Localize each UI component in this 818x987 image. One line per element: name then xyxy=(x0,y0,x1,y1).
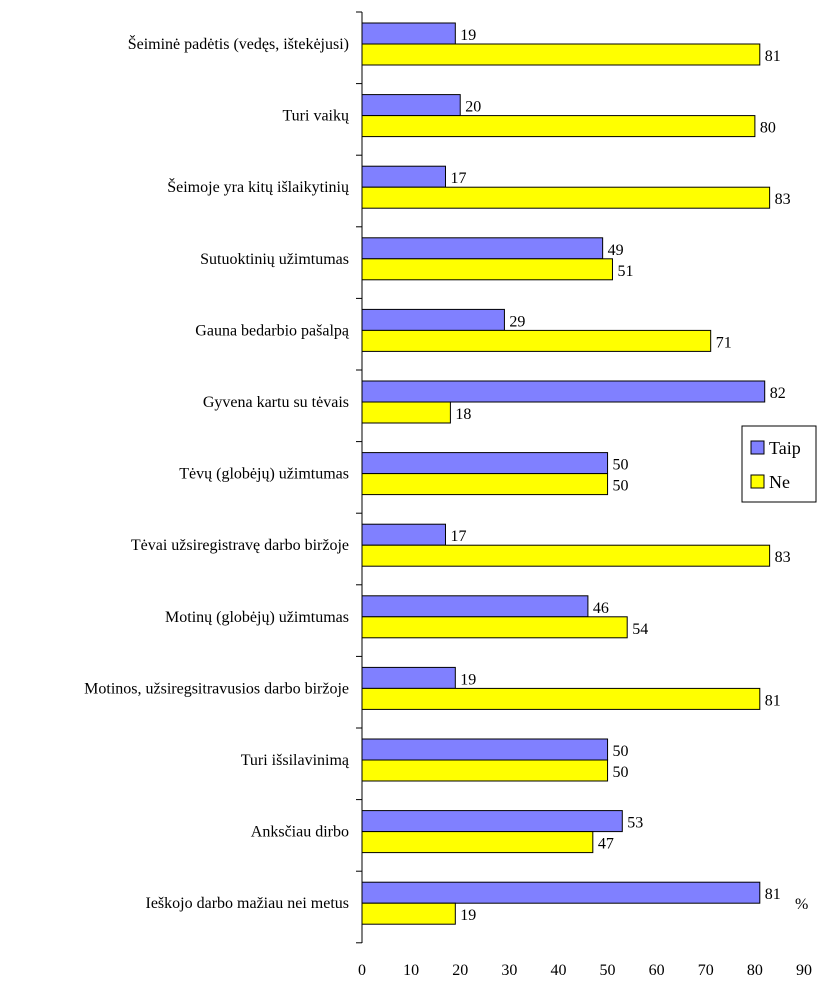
value-labels: 19 81 20 80 17 83 49 51 29 71 82 18 50 50 17 83 46 54 19 81… xyxy=(450,27,790,924)
bar-ne xyxy=(361,902,456,925)
value-label: 20 xyxy=(465,99,481,116)
x-tick-label: 80 xyxy=(747,962,763,979)
x-tick-label: 20 xyxy=(452,962,468,979)
category-labels: Šeiminė padėtis (vedęs, ištekėjusi) Turi … xyxy=(84,34,350,912)
category-label: Gauna bedarbio pašalpą xyxy=(195,322,350,339)
bar-ne xyxy=(361,687,761,710)
bar-ne xyxy=(361,186,771,209)
value-label: 17 xyxy=(450,170,466,187)
bar-ne xyxy=(361,831,594,854)
value-label: 51 xyxy=(617,263,633,280)
bar-taip xyxy=(361,380,766,403)
x-tick-label: 40 xyxy=(550,962,566,979)
value-label: 81 xyxy=(765,692,781,709)
category-label: Turi išsilavinimą xyxy=(241,752,350,769)
value-label: 83 xyxy=(775,549,791,566)
value-label: 81 xyxy=(765,48,781,65)
legend-box xyxy=(741,425,817,503)
legend-swatch-ne xyxy=(750,474,765,489)
x-tick-label: 0 xyxy=(358,962,366,979)
value-label: 54 xyxy=(632,621,648,638)
value-label: 50 xyxy=(613,478,629,495)
bar-ne xyxy=(361,473,609,496)
value-label: 83 xyxy=(775,191,791,208)
value-label: 50 xyxy=(613,764,629,781)
value-label: 47 xyxy=(598,836,614,853)
bar-ne xyxy=(361,329,712,352)
bar-ne xyxy=(361,115,756,138)
bar-taip xyxy=(361,881,761,904)
bar-taip xyxy=(361,595,589,618)
value-label: 46 xyxy=(593,600,609,617)
x-tick-label: 10 xyxy=(403,962,419,979)
legend-label-ne: Ne xyxy=(769,472,790,492)
legend-swatch-taip xyxy=(750,440,765,455)
bars-group xyxy=(361,22,771,925)
category-label: Gyvena kartu su tėvais xyxy=(203,394,349,411)
bar-taip xyxy=(361,22,456,45)
bar-taip xyxy=(361,94,461,117)
category-label: Motinos, užsiregsitravusios darbo biržoj… xyxy=(84,680,349,697)
value-label: 50 xyxy=(613,743,629,760)
value-label: 80 xyxy=(760,120,776,137)
bar-ne xyxy=(361,43,761,66)
x-tick-label: 60 xyxy=(649,962,665,979)
value-label: 19 xyxy=(460,671,476,688)
category-label: Anksčiau dirbo xyxy=(251,824,349,841)
bar-ne xyxy=(361,759,609,782)
category-label: Šeimoje yra kitų išlaikytinių xyxy=(167,177,350,196)
x-tick-label: 70 xyxy=(698,962,714,979)
bar-taip xyxy=(361,165,446,188)
value-label: 19 xyxy=(460,907,476,924)
bar-taip xyxy=(361,308,505,331)
bar-taip xyxy=(361,237,604,260)
bar-ne xyxy=(361,616,628,639)
value-label: 81 xyxy=(765,886,781,903)
value-label: 29 xyxy=(509,313,525,330)
category-label: Sutuoktinių užimtumas xyxy=(200,251,349,268)
bar-taip xyxy=(361,666,456,689)
x-tick-label: 90 xyxy=(796,962,812,979)
value-label: 71 xyxy=(716,334,732,351)
value-label: 82 xyxy=(770,385,786,402)
legend: Taip Ne xyxy=(741,425,817,503)
category-label: Ieškojo darbo mažiau nei metus xyxy=(146,895,350,912)
bar-ne xyxy=(361,401,451,424)
value-label: 19 xyxy=(460,27,476,44)
category-label: Tėvai užsiregistravę darbo biržoje xyxy=(131,537,349,554)
bar-ne xyxy=(361,544,771,567)
bar-taip xyxy=(361,810,623,833)
value-label: 17 xyxy=(450,528,466,545)
x-tick-label: 50 xyxy=(600,962,616,979)
category-label: Tėvų (globėjų) užimtumas xyxy=(179,466,349,483)
x-axis-ticks: 0 10 20 30 40 50 60 70 80 90 xyxy=(356,11,812,979)
x-tick-label: 30 xyxy=(501,962,517,979)
category-label: Turi vaikų xyxy=(282,108,350,125)
value-label: 49 xyxy=(608,242,624,259)
value-label: 50 xyxy=(613,457,629,474)
value-label: 53 xyxy=(627,815,643,832)
bar-taip xyxy=(361,738,609,761)
category-label: Motinų (globėjų) užimtumas xyxy=(165,609,349,626)
category-label: Šeiminė padėtis (vedęs, ištekėjusi) xyxy=(128,34,349,53)
unit-label: % xyxy=(795,896,808,913)
bar-taip xyxy=(361,452,609,475)
value-label: 18 xyxy=(455,406,471,423)
bar-taip xyxy=(361,523,446,546)
legend-label-taip: Taip xyxy=(769,438,801,458)
bar-ne xyxy=(361,258,613,281)
